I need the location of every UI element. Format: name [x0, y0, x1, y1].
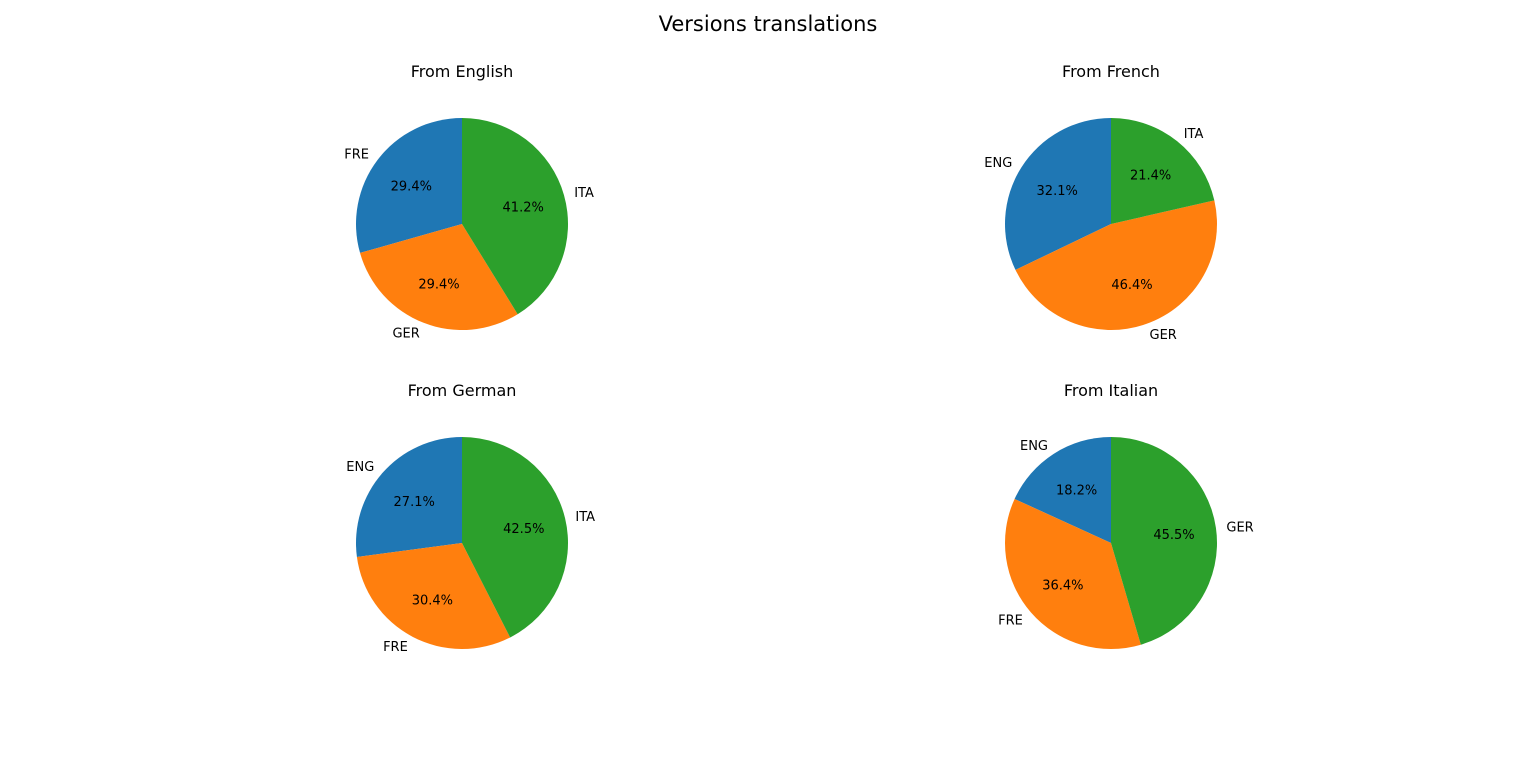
pie-title: From Italian: [1064, 381, 1158, 400]
figure-title: Versions translations: [659, 12, 878, 36]
pie-charts: From EnglishFRE29.4%GER29.4%ITA41.2%From…: [344, 62, 1253, 655]
pie-slice: [356, 118, 462, 253]
slice-percent-label: 42.5%: [503, 522, 544, 537]
slice-percent-label: 29.4%: [418, 277, 459, 292]
pie-chart: From English FRE 29.4% GER 29.4% ITA 41.2%: [344, 62, 594, 342]
slice-label: FRE: [383, 640, 408, 655]
slice-label: GER: [1226, 520, 1253, 535]
pie-slice: [356, 543, 511, 650]
slice-label: GER: [1150, 328, 1177, 343]
pie-slice: [462, 437, 569, 638]
pie-slice: [1005, 498, 1141, 650]
slice-label: ENG: [984, 156, 1012, 171]
slice-label: ENG: [346, 460, 374, 475]
slice-percent-label: 30.4%: [412, 593, 453, 608]
slice-label: GER: [392, 327, 419, 342]
pie-slice: [360, 224, 518, 331]
slice-label: FRE: [998, 613, 1023, 628]
slice-percent-label: 21.4%: [1130, 168, 1171, 183]
slice-percent-label: 45.5%: [1153, 528, 1194, 543]
slice-percent-label: 41.2%: [503, 201, 544, 216]
slice-percent-label: 18.2%: [1056, 484, 1097, 499]
pie-chart: From German ENG 27.1% FRE 30.4% ITA 42.5%: [346, 381, 595, 655]
pie-chart: From French ENG 32.1% GER 46.4% ITA 21.4%: [984, 62, 1217, 343]
slice-percent-label: 46.4%: [1111, 278, 1152, 293]
pie-slice: [1005, 118, 1111, 270]
pie-slice: [1015, 200, 1217, 330]
slice-label: FRE: [344, 148, 369, 163]
slice-label: ITA: [574, 186, 594, 201]
slice-percent-label: 32.1%: [1037, 184, 1078, 199]
pie-title: From English: [411, 62, 514, 81]
pie-title: From German: [408, 381, 517, 400]
pie-chart: From Italian ENG 18.2% FRE 36.4% GER 45.5%: [998, 381, 1254, 650]
pie-slice: [355, 436, 462, 557]
slice-percent-label: 27.1%: [394, 495, 435, 510]
pie-slice: [462, 117, 569, 315]
slice-label: ITA: [1184, 127, 1204, 142]
pie-slice: [1111, 436, 1218, 645]
pie-title: From French: [1062, 62, 1160, 81]
slice-label: ITA: [575, 510, 595, 525]
pie-slice: [1014, 437, 1111, 543]
pie-slice: [1111, 118, 1215, 224]
slice-percent-label: 29.4%: [391, 180, 432, 195]
slice-percent-label: 36.4%: [1042, 579, 1083, 594]
slice-label: ENG: [1020, 439, 1048, 454]
